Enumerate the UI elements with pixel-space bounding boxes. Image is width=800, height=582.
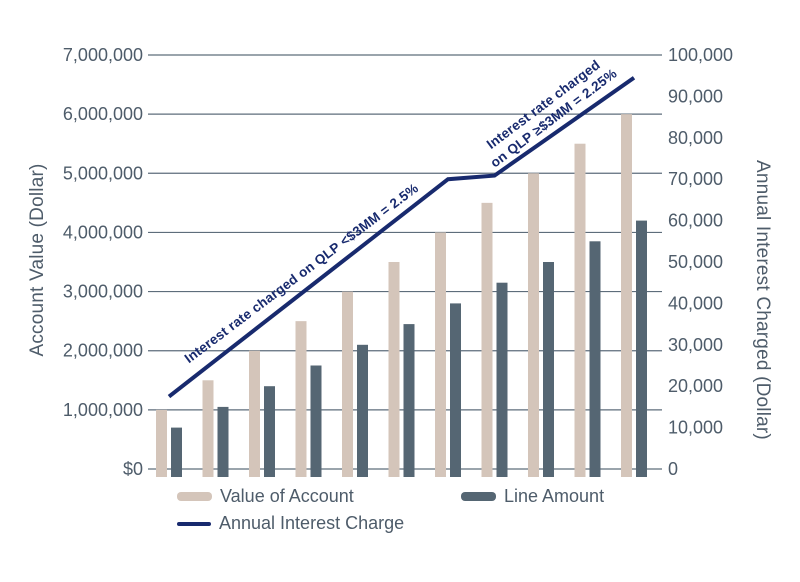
left-axis-tick-label: 3,000,000 — [63, 282, 143, 302]
value-of-account-bar — [481, 202, 493, 477]
left-axis-tick-label: 7,000,000 — [63, 45, 143, 65]
right-axis-tick-label: 20,000 — [668, 376, 723, 396]
line-amount-bar — [403, 324, 415, 477]
value-of-account-bar — [295, 321, 307, 477]
line-amount-bar — [636, 220, 647, 477]
right-axis-tick-label: 100,000 — [668, 45, 733, 65]
right-axis-tick-label: 70,000 — [668, 169, 723, 189]
line-amount-bar — [264, 386, 275, 477]
right-axis-tick-label: 30,000 — [668, 335, 723, 355]
line-amount-bar — [310, 365, 322, 477]
right-axis-tick-label: 40,000 — [668, 293, 723, 313]
left-axis-tick-label: 6,000,000 — [63, 104, 143, 124]
right-axis-tick-label: 10,000 — [668, 418, 723, 438]
value-of-account-bar — [202, 380, 214, 477]
line-amount-bar — [543, 262, 554, 477]
value-of-account-bar — [388, 262, 400, 477]
value-of-account-bar — [342, 291, 353, 477]
line-amount-bar — [496, 282, 508, 477]
right-axis-tick-label: 80,000 — [668, 128, 723, 148]
left-axis-tick-label: 4,000,000 — [63, 222, 143, 242]
right-axis-tick-label: 60,000 — [668, 211, 723, 231]
right-axis-tick-label: 50,000 — [668, 252, 723, 272]
left-axis-tick-label: 1,000,000 — [63, 400, 143, 420]
left-axis-tick-label: 2,000,000 — [63, 341, 143, 361]
line-amount-bar — [217, 406, 229, 477]
right-axis-tick-label: 90,000 — [668, 86, 723, 106]
value-of-account-bar — [621, 114, 632, 478]
left-axis-title: Account Value (Dollar) — [27, 163, 48, 357]
value-of-account-bar — [528, 173, 539, 478]
value-of-account-bar — [435, 232, 446, 477]
right-axis-title: Annual Interest Charged (Dollar) — [752, 160, 773, 440]
left-axis-tick-label: $0 — [123, 459, 143, 479]
left-axis-tick-label: 5,000,000 — [63, 163, 143, 183]
line-amount-bar — [171, 427, 182, 477]
line-amount-bar — [589, 241, 601, 477]
line-amount-bar — [450, 303, 461, 477]
value-of-account-bar — [574, 143, 586, 477]
value-of-account-bar — [249, 350, 260, 477]
right-axis-tick-label: 0 — [668, 459, 678, 479]
line-amount-bar — [357, 344, 368, 477]
value-of-account-bar — [156, 409, 167, 477]
annual-interest-line — [167, 76, 636, 399]
